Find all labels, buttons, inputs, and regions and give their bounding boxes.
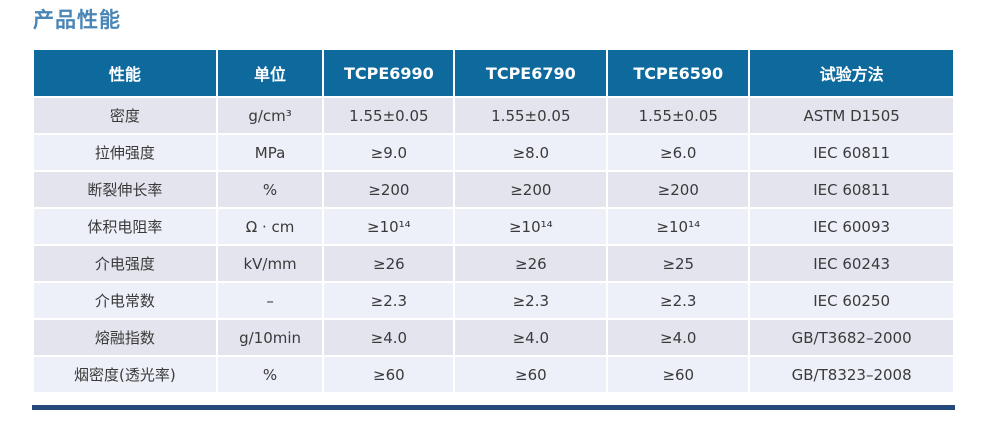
table-cell: –	[217, 283, 323, 318]
table-cell: %	[217, 357, 323, 392]
table-body: 密度 g/cm³ 1.55±0.05 1.55±0.05 1.55±0.05 ASTM D…	[34, 98, 953, 392]
table-cell: 断裂伸长率	[34, 172, 216, 207]
table-cell: IEC 60250	[750, 283, 953, 318]
table-cell: GB/T8323–2008	[750, 357, 953, 392]
table-row: 烟密度(透光率)% ≥60 ≥60 ≥60 GB/T8323–2008	[34, 357, 953, 392]
table-cell: ≥6.0	[608, 135, 749, 170]
page-title: 产品性能	[33, 8, 121, 32]
table-cell: ASTM D1505	[750, 98, 953, 133]
table-cell: g/cm³	[217, 98, 323, 133]
table-cell: ≥2.3	[608, 283, 749, 318]
table-cell: IEC 60093	[750, 209, 953, 244]
table-cell: ≥2.3	[455, 283, 607, 318]
table-cell: 介电强度	[34, 246, 216, 281]
table-cell: Ω · cm	[217, 209, 323, 244]
table-cell: ≥60	[455, 357, 607, 392]
table-cell: ≥4.0	[455, 320, 607, 355]
table-cell: 体积电阻率	[34, 209, 216, 244]
column-header: TCPE6790	[455, 50, 607, 96]
table-cell: ≥25	[608, 246, 749, 281]
table-cell: MPa	[217, 135, 323, 170]
table-cell: ≥60	[608, 357, 749, 392]
table-cell: ≥26	[455, 246, 607, 281]
column-header: TCPE6590	[608, 50, 749, 96]
column-header: 试验方法	[750, 50, 953, 96]
table-cell: 熔融指数	[34, 320, 216, 355]
column-header: TCPE6990	[324, 50, 454, 96]
table-cell: 1.55±0.05	[455, 98, 607, 133]
table-cell: ≥200	[324, 172, 454, 207]
table-cell: IEC 60811	[750, 172, 953, 207]
table-cell: GB/T3682–2000	[750, 320, 953, 355]
table-cell: kV/mm	[217, 246, 323, 281]
table-cell: ≥200	[608, 172, 749, 207]
table-cell: IEC 60243	[750, 246, 953, 281]
table-cell: 1.55±0.05	[608, 98, 749, 133]
table-cell: ≥200	[455, 172, 607, 207]
table-cell: 1.55±0.05	[324, 98, 454, 133]
table-cell: IEC 60811	[750, 135, 953, 170]
table-cell: g/10min	[217, 320, 323, 355]
table-cell: ≥4.0	[324, 320, 454, 355]
table-cell: 介电常数	[34, 283, 216, 318]
table-row: 断裂伸长率% ≥200 ≥200 ≥200 IEC 60811	[34, 172, 953, 207]
table-cell: ≥26	[324, 246, 454, 281]
table-cell: ≥4.0	[608, 320, 749, 355]
table-cell: %	[217, 172, 323, 207]
table-cell: ≥60	[324, 357, 454, 392]
header-row: 性能 单位 TCPE6990 TCPE6790 TCPE6590 试验方法	[34, 50, 953, 96]
table-row: 介电常数 – ≥2.3 ≥2.3 ≥2.3 IEC 60250	[34, 283, 953, 318]
table-cell: ≥10¹⁴	[455, 209, 607, 244]
table-header-row: 性能 单位 TCPE6990 TCPE6790 TCPE6590 试验方法	[34, 50, 953, 96]
table-cell: 烟密度(透光率)	[34, 357, 216, 392]
table-bottom-border	[32, 405, 955, 410]
column-header: 单位	[217, 50, 323, 96]
table-row: 拉伸强度 MPa ≥9.0 ≥8.0 ≥6.0 IEC 60811	[34, 135, 953, 170]
table-cell: 密度	[34, 98, 216, 133]
table-cell: ≥9.0	[324, 135, 454, 170]
table-row: 密度 g/cm³ 1.55±0.05 1.55±0.05 1.55±0.05 ASTM D…	[34, 98, 953, 133]
table-cell: ≥8.0	[455, 135, 607, 170]
table-cell: 拉伸强度	[34, 135, 216, 170]
table-cell: ≥10¹⁴	[608, 209, 749, 244]
table-row: 熔融指数 g/10min ≥4.0 ≥4.0 ≥4.0 GB/T3682–2000	[34, 320, 953, 355]
column-header: 性能	[34, 50, 216, 96]
table-row: 体积电阻率 Ω · cm ≥10¹⁴ ≥10¹⁴ ≥10¹⁴ IEC 60093	[34, 209, 953, 244]
table-cell: ≥2.3	[324, 283, 454, 318]
table-row: 介电强度 kV/mm ≥26 ≥26 ≥25 IEC 60243	[34, 246, 953, 281]
table-cell: ≥10¹⁴	[324, 209, 454, 244]
product-performance-table: 性能 单位 TCPE6990 TCPE6790 TCPE6590 试验方法 密度 g/cm³…	[32, 48, 955, 394]
